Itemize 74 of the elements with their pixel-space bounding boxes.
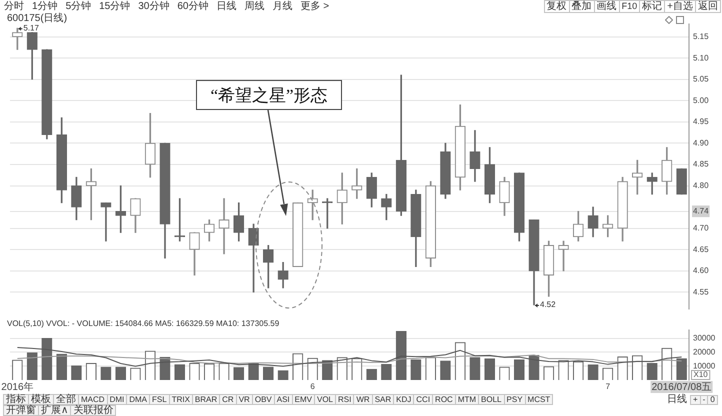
y-tick-label: 4.60 <box>693 266 710 276</box>
tab: RSI <box>335 394 354 405</box>
toolbar-button: 返回 <box>695 0 721 13</box>
tab: VOL <box>314 394 336 405</box>
x-tick-label: 2016/07/08五 <box>652 382 712 393</box>
text: 日线 <box>216 1 236 12</box>
text: 5分钟 <box>66 1 92 12</box>
tab: FSL <box>149 394 170 405</box>
y-tick-label: 5.10 <box>693 53 710 62</box>
tab: MCST <box>524 394 554 405</box>
tab: BOLL <box>478 394 505 405</box>
button: + <box>690 395 701 405</box>
y-tick-label: 20000 <box>693 347 716 356</box>
tab: KDJ <box>393 394 414 405</box>
tab: 扩展∧ <box>38 405 72 416</box>
button: 0 <box>707 395 718 405</box>
tab: 模板 <box>28 394 54 405</box>
text: 15分钟 <box>99 1 130 12</box>
text: 分时 <box>4 1 24 12</box>
y-tick-label: 4.95 <box>693 117 710 126</box>
text: 周线 <box>244 1 264 12</box>
tab: CCI <box>413 394 434 405</box>
annotation: “希望之星”形态 <box>196 80 342 110</box>
text: 30分钟 <box>138 1 170 12</box>
tab: DMI <box>106 394 128 405</box>
tab: 指标 <box>3 394 29 405</box>
tab: WR <box>353 394 373 405</box>
text: 月线 <box>272 1 292 12</box>
y-tick-label: 4.80 <box>693 180 710 190</box>
y-tick-label: 4.55 <box>693 287 710 296</box>
y-tick-label: 4.85 <box>693 160 710 169</box>
toolbar-button: 画线 <box>594 0 620 13</box>
y-tick-label: 4.70 <box>693 224 710 233</box>
tab: DMA <box>126 394 150 405</box>
x-tick-label: 7 <box>606 382 611 392</box>
text: 60分钟 <box>177 1 208 12</box>
tab: PSY <box>504 394 526 405</box>
annotation: 5.17 <box>23 23 40 32</box>
tab: MTM <box>454 394 480 405</box>
tab: CR <box>219 394 237 405</box>
tab: OBV <box>252 394 275 405</box>
tab: ASI <box>274 394 293 405</box>
x-tick-label: 6 <box>310 382 316 392</box>
y-axis-title: X10 <box>694 370 708 380</box>
chart-title: VOL(5,10) VVOL: - VOLUME: 154084.66 MA5: 166329.59 MA10: 137305.59 <box>7 319 280 328</box>
toolbar-button: F10 <box>618 0 640 13</box>
y-tick-label: 4.65 <box>693 244 710 254</box>
y-tick-label: 10000 <box>693 361 716 370</box>
toolbar-button: 标记 <box>639 0 666 13</box>
annotation: 4.52 <box>540 300 556 310</box>
y-tick-label: 5.05 <box>693 74 710 84</box>
tab: VR <box>236 394 253 405</box>
x-tick-label: 2016年 <box>1 380 34 393</box>
chart-title: 600175(日线) <box>7 13 68 24</box>
y-tick-label: 5.15 <box>693 32 710 41</box>
toolbar-button: 复权 <box>544 0 570 13</box>
tab: BRAR <box>192 394 220 405</box>
toolbar-button: 叠加 <box>568 0 595 13</box>
text: 1分钟 <box>32 1 58 12</box>
y-tick-label: 5.00 <box>693 96 710 105</box>
tab: MACD <box>78 394 108 405</box>
tab: 关联报价 <box>70 405 116 416</box>
y-tick-label: 4.90 <box>693 138 710 148</box>
text: 更多 > <box>300 1 330 12</box>
tab: SAR <box>372 394 394 405</box>
text: 日线 <box>667 394 687 405</box>
tab: TRIX <box>168 394 193 405</box>
toolbar-button: +自选 <box>664 0 696 13</box>
tab: 全部 <box>53 394 79 405</box>
y-tick-label: 4.74 <box>693 206 710 216</box>
tab: 开弹窗 <box>3 405 39 416</box>
y-tick-label: 30000 <box>693 334 716 343</box>
tab: ROC <box>432 394 456 405</box>
tab: EMV <box>292 394 315 405</box>
